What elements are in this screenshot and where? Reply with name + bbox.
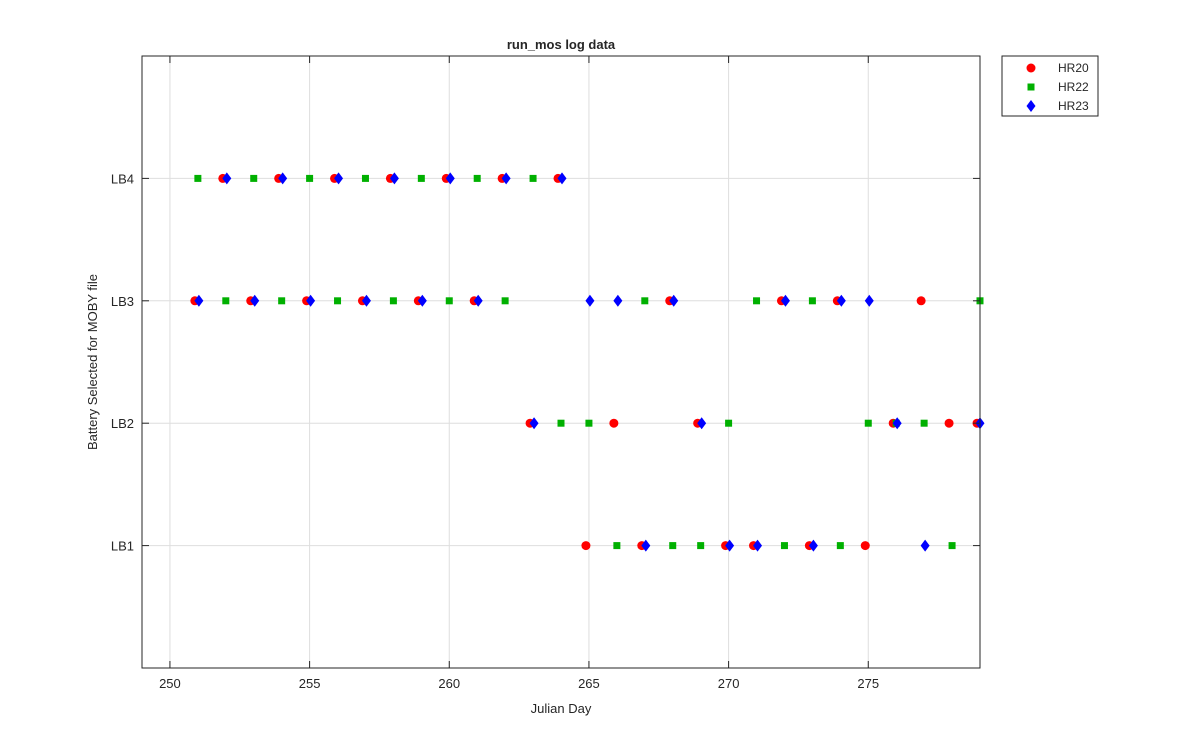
x-tick-label: 250 — [159, 676, 181, 691]
data-point-hr22 — [278, 297, 286, 305]
data-point-hr23 — [753, 539, 763, 552]
data-point-hr22 — [585, 419, 593, 427]
data-point-hr23 — [613, 294, 623, 307]
data-point-hr22 — [361, 174, 369, 182]
data-point-hr20 — [581, 541, 591, 551]
data-point-hr22 — [753, 297, 761, 305]
data-point-hr23 — [920, 539, 930, 552]
data-point-hr20 — [860, 541, 870, 551]
data-point-hr22 — [669, 542, 677, 550]
data-point-hr23 — [417, 294, 427, 307]
legend-marker-hr22 — [1027, 83, 1035, 91]
data-point-hr23 — [250, 294, 260, 307]
x-tick-label: 275 — [857, 676, 879, 691]
data-point-hr20 — [609, 418, 619, 428]
data-point-hr23 — [361, 294, 371, 307]
data-point-hr23 — [473, 294, 483, 307]
data-point-hr22 — [250, 174, 258, 182]
data-point-hr22 — [864, 419, 872, 427]
data-point-hr23 — [641, 539, 651, 552]
data-point-hr22 — [948, 542, 956, 550]
data-point-hr23 — [697, 417, 707, 430]
data-point-hr22 — [697, 542, 705, 550]
legend: HR20 HR22 HR23 — [1001, 55, 1099, 117]
legend-marker-hr20 — [1026, 63, 1036, 73]
data-point-hr22 — [389, 297, 397, 305]
x-tick-label: 260 — [438, 676, 460, 691]
data-point-hr22 — [306, 174, 314, 182]
data-point-hr23 — [808, 539, 818, 552]
legend-label-hr22: HR22 — [1058, 80, 1089, 94]
data-point-hr23 — [864, 294, 874, 307]
y-axis-label: Battery Selected for MOBY file — [85, 274, 100, 450]
y-tick-label: LB4 — [111, 171, 134, 186]
tick-labels: 250 255 260 265 270 275 LB1 LB2 LB3 LB4 — [111, 171, 879, 691]
axis-ticks — [142, 56, 980, 668]
y-tick-label: LB3 — [111, 294, 134, 309]
data-point-hr22 — [473, 174, 481, 182]
x-tick-label: 265 — [578, 676, 600, 691]
data-point-hr23 — [780, 294, 790, 307]
data-point-hr22 — [194, 174, 202, 182]
data-markers — [190, 172, 985, 552]
y-tick-label: LB1 — [111, 539, 134, 554]
data-point-hr22 — [725, 419, 733, 427]
data-point-hr22 — [334, 297, 342, 305]
series-hr23 — [194, 172, 985, 552]
data-point-hr22 — [613, 542, 621, 550]
data-point-hr22 — [222, 297, 230, 305]
data-point-hr22 — [557, 419, 565, 427]
data-point-hr20 — [944, 418, 954, 428]
data-point-hr22 — [529, 174, 537, 182]
data-point-hr23 — [278, 172, 288, 185]
data-point-hr22 — [836, 542, 844, 550]
x-tick-label: 255 — [299, 676, 321, 691]
data-point-hr22 — [780, 542, 788, 550]
legend-marker-hr23 — [1026, 100, 1036, 112]
data-point-hr23 — [222, 172, 232, 185]
data-point-hr23 — [389, 172, 399, 185]
data-point-hr23 — [585, 294, 595, 307]
plot-area — [142, 56, 980, 668]
legend-label-hr23: HR23 — [1058, 99, 1089, 113]
y-tick-label: LB2 — [111, 416, 134, 431]
axes-box — [141, 55, 981, 669]
data-point-hr23 — [529, 417, 539, 430]
data-point-hr22 — [920, 419, 928, 427]
data-point-hr20 — [916, 296, 926, 306]
data-point-hr23 — [501, 172, 511, 185]
data-point-hr23 — [669, 294, 679, 307]
data-point-hr23 — [306, 294, 316, 307]
x-tick-label: 270 — [718, 676, 740, 691]
data-point-hr22 — [501, 297, 509, 305]
data-point-hr22 — [641, 297, 649, 305]
x-axis-label: Julian Day — [531, 701, 592, 716]
data-point-hr23 — [725, 539, 735, 552]
legend-label-hr20: HR20 — [1058, 61, 1089, 75]
data-point-hr22 — [445, 297, 453, 305]
data-point-hr23 — [334, 172, 344, 185]
series-hr22 — [194, 174, 984, 550]
data-point-hr22 — [808, 297, 816, 305]
data-point-hr23 — [194, 294, 204, 307]
data-point-hr23 — [836, 294, 846, 307]
data-point-hr23 — [557, 172, 567, 185]
data-point-hr23 — [892, 417, 902, 430]
data-point-hr23 — [445, 172, 455, 185]
chart-title: run_mos log data — [507, 37, 616, 52]
data-point-hr22 — [417, 174, 425, 182]
legend-box — [1001, 55, 1099, 117]
